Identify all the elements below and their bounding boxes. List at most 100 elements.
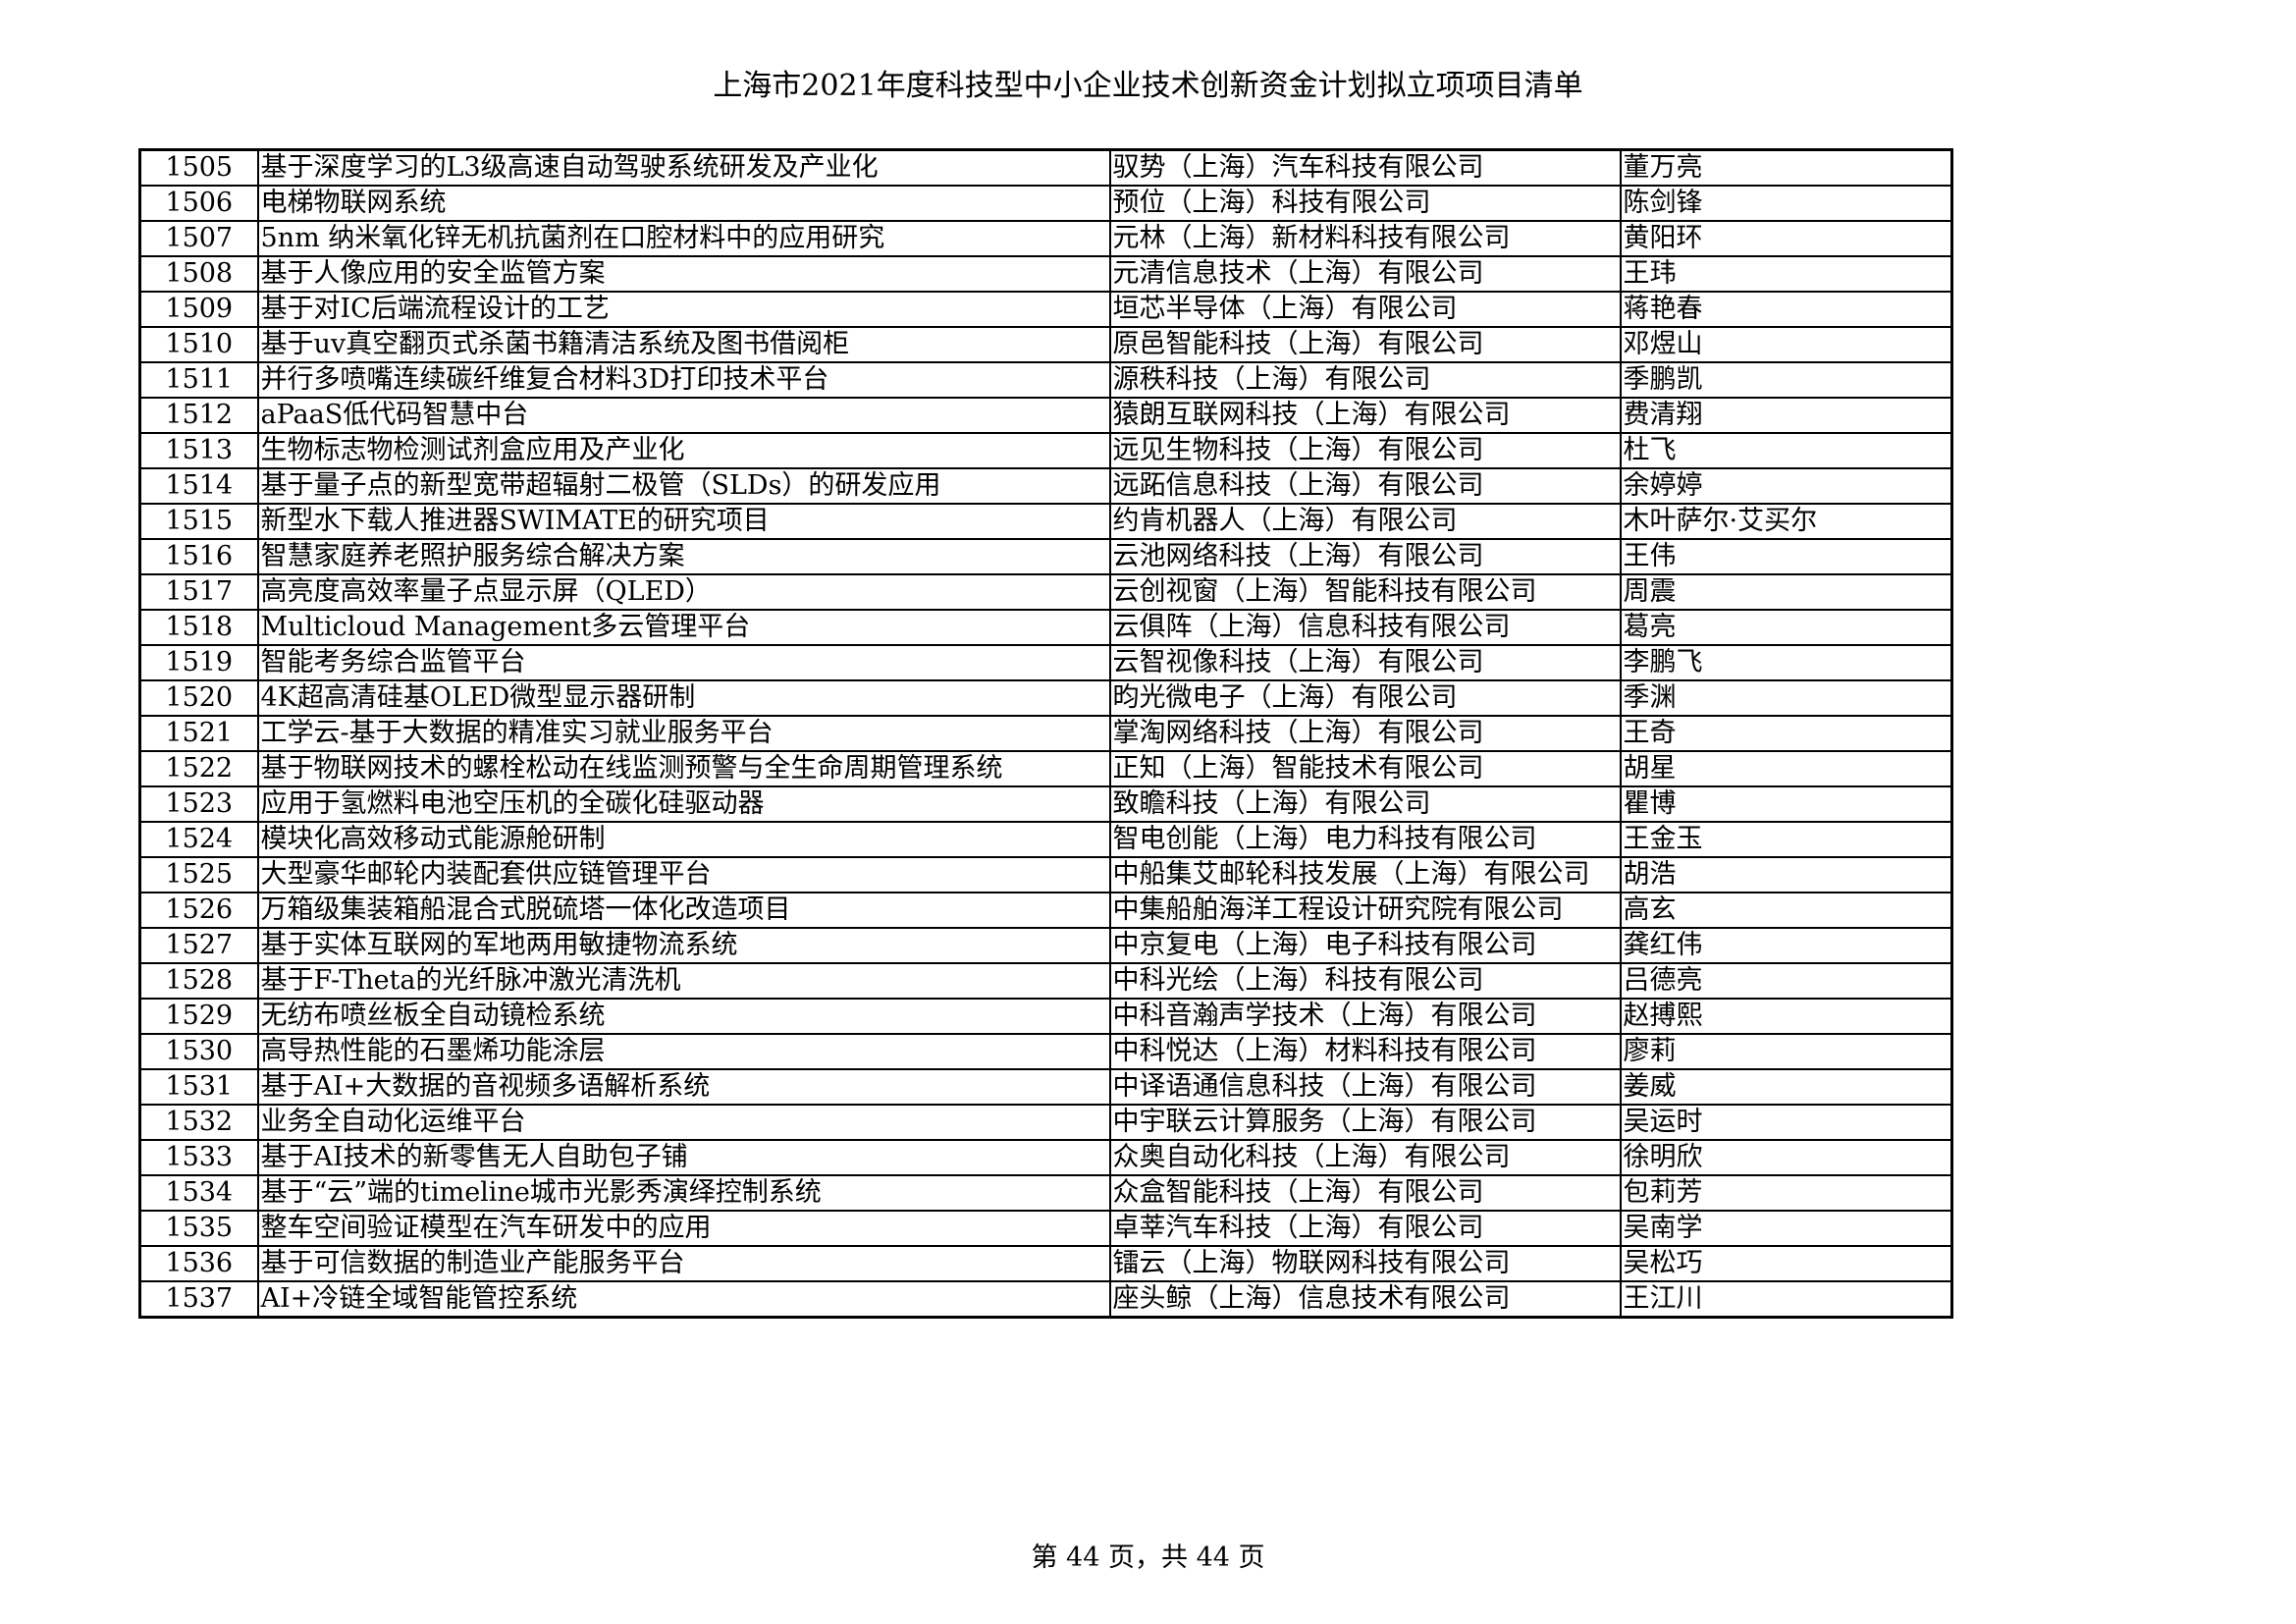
company-name-cell: 中集船舶海洋工程设计研究院有限公司 <box>1108 892 1622 929</box>
table-row: 1524 模块化高效移动式能源舱研制 智电创能（上海）电力科技有限公司 王金玉 <box>138 821 1953 858</box>
table-row: 1517 高亮度高效率量子点显示屏（QLED） 云创视窗（上海）智能科技有限公司 周震 <box>138 573 1953 611</box>
table-row: 1510 基于uv真空翻页式杀菌书籍清洁系统及图书借阅柜 原邑智能科技（上海）有限公… <box>138 326 1953 363</box>
company-name-cell: 云创视窗（上海）智能科技有限公司 <box>1108 573 1622 611</box>
company-name-cell: 中京复电（上海）电子科技有限公司 <box>1108 927 1622 964</box>
contact-person-cell: 陈剑锋 <box>1619 185 1953 222</box>
project-number-cell: 1531 <box>138 1068 259 1106</box>
contact-person-cell: 费清翔 <box>1619 397 1953 434</box>
project-number-cell: 1513 <box>138 432 259 469</box>
company-name-cell: 众盒智能科技（上海）有限公司 <box>1108 1174 1622 1212</box>
company-name-cell: 中科光绘（上海）科技有限公司 <box>1108 962 1622 1000</box>
project-number-cell: 1530 <box>138 1033 259 1070</box>
project-number-cell: 1520 <box>138 679 259 717</box>
contact-person-cell: 邓煜山 <box>1619 326 1953 363</box>
project-name-cell: 基于AI+大数据的音视频多语解析系统 <box>256 1068 1111 1106</box>
project-name-cell: 大型豪华邮轮内装配套供应链管理平台 <box>256 856 1111 893</box>
project-name-cell: 基于量子点的新型宽带超辐射二极管（SLDs）的研发应用 <box>256 467 1111 505</box>
project-number-cell: 1522 <box>138 750 259 787</box>
table-row: 1513 生物标志物检测试剂盒应用及产业化 远见生物科技（上海）有限公司 杜飞 <box>138 432 1953 469</box>
company-name-cell: 元林（上海）新材料科技有限公司 <box>1108 220 1622 257</box>
contact-person-cell: 赵搏熙 <box>1619 998 1953 1035</box>
project-number-cell: 1536 <box>138 1245 259 1282</box>
project-name-cell: 基于可信数据的制造业产能服务平台 <box>256 1245 1111 1282</box>
contact-person-cell: 蒋艳春 <box>1619 291 1953 328</box>
project-number-cell: 1532 <box>138 1104 259 1141</box>
project-name-cell: 4K超高清硅基OLED微型显示器研制 <box>256 679 1111 717</box>
table-row: 1512 aPaaS低代码智慧中台 猿朗互联网科技（上海）有限公司 费清翔 <box>138 397 1953 434</box>
company-name-cell: 云智视像科技（上海）有限公司 <box>1108 644 1622 681</box>
table-row: 1526 万箱级集装箱船混合式脱硫塔一体化改造项目 中集船舶海洋工程设计研究院有限公… <box>138 892 1953 929</box>
table-row: 1531 基于AI+大数据的音视频多语解析系统 中译语通信息科技（上海）有限公司 姜威 <box>138 1068 1953 1106</box>
company-name-cell: 智电创能（上海）电力科技有限公司 <box>1108 821 1622 858</box>
contact-person-cell: 季鹏凯 <box>1619 361 1953 399</box>
project-number-cell: 1518 <box>138 609 259 646</box>
project-name-cell: 基于uv真空翻页式杀菌书籍清洁系统及图书借阅柜 <box>256 326 1111 363</box>
company-name-cell: 正知（上海）智能技术有限公司 <box>1108 750 1622 787</box>
project-name-cell: 工学云-基于大数据的精准实习就业服务平台 <box>256 715 1111 752</box>
project-number-cell: 1507 <box>138 220 259 257</box>
project-name-cell: 整车空间验证模型在汽车研发中的应用 <box>256 1210 1111 1247</box>
company-name-cell: 众奥自动化科技（上海）有限公司 <box>1108 1139 1622 1176</box>
project-name-cell: 电梯物联网系统 <box>256 185 1111 222</box>
company-name-cell: 中译语通信息科技（上海）有限公司 <box>1108 1068 1622 1106</box>
project-name-cell: 基于深度学习的L3级高速自动驾驶系统研发及产业化 <box>256 148 1111 187</box>
project-name-cell: 模块化高效移动式能源舱研制 <box>256 821 1111 858</box>
table-row: 1516 智慧家庭养老照护服务综合解决方案 云池网络科技（上海）有限公司 王伟 <box>138 538 1953 575</box>
company-name-cell: 中科悦达（上海）材料科技有限公司 <box>1108 1033 1622 1070</box>
table-row: 1530 高导热性能的石墨烯功能涂层 中科悦达（上海）材料科技有限公司 廖莉 <box>138 1033 1953 1070</box>
company-name-cell: 预位（上海）科技有限公司 <box>1108 185 1622 222</box>
company-name-cell: 座头鲸（上海）信息技术有限公司 <box>1108 1280 1622 1319</box>
project-name-cell: 高亮度高效率量子点显示屏（QLED） <box>256 573 1111 611</box>
table-row: 1520 4K超高清硅基OLED微型显示器研制 昀光微电子（上海）有限公司 季渊 <box>138 679 1953 717</box>
contact-person-cell: 季渊 <box>1619 679 1953 717</box>
company-name-cell: 约肯机器人（上海）有限公司 <box>1108 503 1622 540</box>
project-number-cell: 1528 <box>138 962 259 1000</box>
project-name-cell: Multicloud Management多云管理平台 <box>256 609 1111 646</box>
contact-person-cell: 王奇 <box>1619 715 1953 752</box>
project-name-cell: 基于物联网技术的螺栓松动在线监测预警与全生命周期管理系统 <box>256 750 1111 787</box>
company-name-cell: 猿朗互联网科技（上海）有限公司 <box>1108 397 1622 434</box>
contact-person-cell: 徐明欣 <box>1619 1139 1953 1176</box>
table-row: 1507 5nm 纳米氧化锌无机抗菌剂在口腔材料中的应用研究 元林（上海）新材料科技… <box>138 220 1953 257</box>
contact-person-cell: 瞿博 <box>1619 785 1953 823</box>
company-name-cell: 中科音瀚声学技术（上海）有限公司 <box>1108 998 1622 1035</box>
company-name-cell: 驭势（上海）汽车科技有限公司 <box>1108 148 1622 187</box>
company-name-cell: 卓莘汽车科技（上海）有限公司 <box>1108 1210 1622 1247</box>
table-row: 1537 AI+冷链全域智能管控系统 座头鲸（上海）信息技术有限公司 王江川 <box>138 1280 1953 1319</box>
project-name-cell: 生物标志物检测试剂盒应用及产业化 <box>256 432 1111 469</box>
table-row: 1505 基于深度学习的L3级高速自动驾驶系统研发及产业化 驭势（上海）汽车科技有限… <box>138 148 1953 187</box>
table-row: 1515 新型水下载人推进器SWIMATE的研究项目 约肯机器人（上海）有限公司 木叶… <box>138 503 1953 540</box>
company-name-cell: 远跖信息科技（上海）有限公司 <box>1108 467 1622 505</box>
project-number-cell: 1505 <box>138 148 259 187</box>
project-number-cell: 1519 <box>138 644 259 681</box>
project-number-cell: 1512 <box>138 397 259 434</box>
project-name-cell: 新型水下载人推进器SWIMATE的研究项目 <box>256 503 1111 540</box>
company-name-cell: 中船集艾邮轮科技发展（上海）有限公司 <box>1108 856 1622 893</box>
project-number-cell: 1537 <box>138 1280 259 1319</box>
company-name-cell: 云池网络科技（上海）有限公司 <box>1108 538 1622 575</box>
project-name-cell: 智慧家庭养老照护服务综合解决方案 <box>256 538 1111 575</box>
page-title: 上海市2021年度科技型中小企业技术创新资金计划拟立项项目清单 <box>713 69 1583 103</box>
table-row: 1529 无纺布喷丝板全自动镜检系统 中科音瀚声学技术（上海）有限公司 赵搏熙 <box>138 998 1953 1035</box>
company-name-cell: 镭云（上海）物联网科技有限公司 <box>1108 1245 1622 1282</box>
table-row: 1535 整车空间验证模型在汽车研发中的应用 卓莘汽车科技（上海）有限公司 吴南学 <box>138 1210 1953 1247</box>
contact-person-cell: 董万亮 <box>1619 148 1953 187</box>
table-row: 1527 基于实体互联网的军地两用敏捷物流系统 中京复电（上海）电子科技有限公司 龚红… <box>138 927 1953 964</box>
contact-person-cell: 周震 <box>1619 573 1953 611</box>
company-name-cell: 致瞻科技（上海）有限公司 <box>1108 785 1622 823</box>
table-row: 1518 Multicloud Management多云管理平台 云俱阵（上海）信息… <box>138 609 1953 646</box>
page-footer: 第 44 页，共 44 页 <box>1031 1543 1265 1573</box>
project-name-cell: 高导热性能的石墨烯功能涂层 <box>256 1033 1111 1070</box>
project-name-cell: 基于AI技术的新零售无人自助包子铺 <box>256 1139 1111 1176</box>
project-number-cell: 1506 <box>138 185 259 222</box>
contact-person-cell: 胡浩 <box>1619 856 1953 893</box>
project-number-cell: 1510 <box>138 326 259 363</box>
contact-person-cell: 王江川 <box>1619 1280 1953 1319</box>
contact-person-cell: 廖莉 <box>1619 1033 1953 1070</box>
table-row: 1532 业务全自动化运维平台 中宇联云计算服务（上海）有限公司 吴运时 <box>138 1104 1953 1141</box>
table-row: 1511 并行多喷嘴连续碳纤维复合材料3D打印技术平台 源秩科技（上海）有限公司 季鹏… <box>138 361 1953 399</box>
contact-person-cell: 吴运时 <box>1619 1104 1953 1141</box>
project-name-cell: 基于人像应用的安全监管方案 <box>256 255 1111 293</box>
contact-person-cell: 余婷婷 <box>1619 467 1953 505</box>
contact-person-cell: 杜飞 <box>1619 432 1953 469</box>
